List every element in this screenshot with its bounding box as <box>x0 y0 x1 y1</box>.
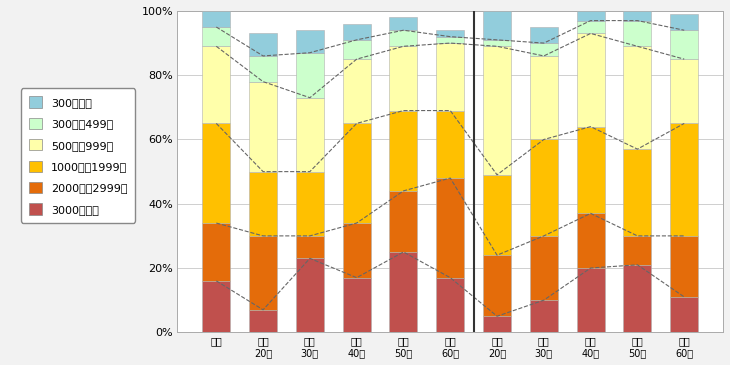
Bar <box>249 172 277 236</box>
Bar <box>530 300 558 332</box>
Bar <box>342 59 371 123</box>
Bar <box>437 278 464 332</box>
Bar <box>483 255 511 316</box>
Bar <box>296 172 324 236</box>
Bar <box>389 191 418 252</box>
Bar <box>623 20 651 46</box>
Bar <box>530 43 558 56</box>
Bar <box>670 236 699 297</box>
Bar <box>296 98 324 172</box>
Bar <box>437 111 464 178</box>
Bar <box>202 123 231 223</box>
Bar <box>623 11 651 20</box>
Bar <box>202 223 231 281</box>
Bar <box>389 30 418 46</box>
Bar <box>296 30 324 53</box>
Bar <box>342 123 371 223</box>
Bar <box>249 34 277 56</box>
Bar <box>249 82 277 172</box>
Bar <box>249 236 277 310</box>
Bar <box>577 34 604 127</box>
Bar <box>623 265 651 332</box>
Bar <box>437 36 464 43</box>
Bar <box>202 46 231 123</box>
Bar <box>437 43 464 111</box>
Bar <box>437 30 464 36</box>
Bar <box>623 149 651 236</box>
Bar <box>530 236 558 300</box>
Bar <box>389 18 418 30</box>
Bar <box>342 24 371 40</box>
Bar <box>670 297 699 332</box>
Bar <box>530 27 558 43</box>
Bar <box>530 56 558 139</box>
Bar <box>577 127 604 214</box>
Bar <box>342 223 371 278</box>
Bar <box>202 11 231 27</box>
Bar <box>202 27 231 46</box>
Bar <box>296 53 324 98</box>
Bar <box>530 139 558 236</box>
Bar <box>623 46 651 149</box>
Bar <box>296 258 324 332</box>
Bar <box>483 175 511 255</box>
Bar <box>483 40 511 46</box>
Bar <box>623 236 651 265</box>
Bar <box>670 30 699 59</box>
Bar <box>202 281 231 332</box>
Bar <box>389 46 418 111</box>
Bar <box>577 268 604 332</box>
Bar <box>389 252 418 332</box>
Bar <box>296 236 324 258</box>
Bar <box>670 123 699 236</box>
Bar <box>483 11 511 40</box>
Bar <box>437 178 464 278</box>
Bar <box>342 40 371 59</box>
Bar <box>577 20 604 34</box>
Bar <box>483 46 511 175</box>
Legend: 300円未満, 300円～499円, 500円～999円, 1000円～1999円, 2000円～2999円, 3000円以上: 300円未満, 300円～499円, 500円～999円, 1000円～1999… <box>21 88 135 223</box>
Bar <box>389 111 418 191</box>
Bar <box>483 316 511 332</box>
Bar <box>670 59 699 123</box>
Bar <box>249 310 277 332</box>
Bar <box>670 14 699 30</box>
Bar <box>249 56 277 82</box>
Bar <box>577 214 604 268</box>
Bar <box>342 278 371 332</box>
Bar <box>577 11 604 20</box>
